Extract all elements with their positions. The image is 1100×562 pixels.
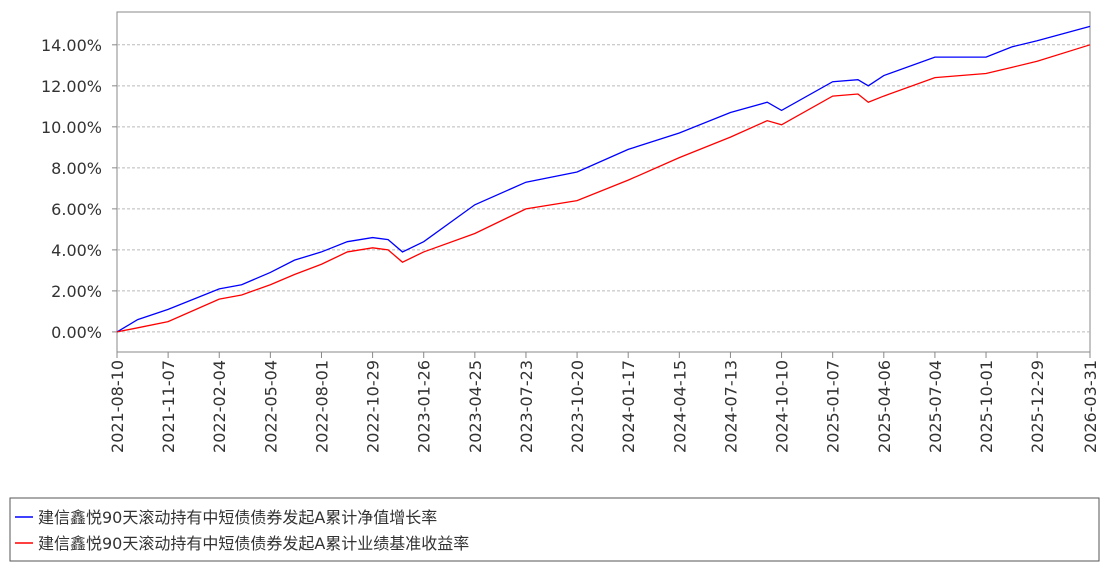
x-tick-label: 2022-05-04 — [261, 360, 280, 453]
x-tick-label: 2024-01-17 — [619, 360, 638, 453]
x-tick-label: 2021-11-07 — [159, 360, 178, 453]
x-tick-label: 2024-04-15 — [670, 360, 689, 453]
x-tick-label: 2024-07-13 — [721, 360, 740, 453]
x-tick-label: 2024-10-10 — [773, 360, 792, 453]
x-tick-label: 2022-10-29 — [364, 360, 383, 453]
x-tick-label: 2025-07-04 — [926, 360, 945, 453]
line — [116, 25, 1091, 333]
x-tick-label: 2025-12-29 — [1028, 360, 1047, 453]
x-tick-label: 2023-01-26 — [415, 360, 434, 453]
x-tick-label: 2021-08-10 — [108, 360, 127, 453]
x-tick-label: 2026-03-31 — [1081, 360, 1100, 453]
x-tick-label: 2022-08-01 — [312, 360, 331, 453]
y-tick-label: 12.00% — [41, 77, 102, 96]
x-tick-label: 2023-04-25 — [466, 360, 485, 453]
line — [116, 44, 1091, 333]
y-tick-label: 4.00% — [51, 241, 102, 260]
y-tick-label: 2.00% — [51, 282, 102, 301]
x-tick-label: 2025-01-07 — [824, 360, 843, 453]
y-tick-label: 0.00% — [51, 323, 102, 342]
y-tick-label: 14.00% — [41, 36, 102, 55]
x-tick-label: 2022-02-04 — [210, 360, 229, 453]
x-tick-label: 2025-04-06 — [875, 360, 894, 453]
legend-label: 建信鑫悦90天滚动持有中短债债券发起A累计业绩基准收益率 — [38, 534, 469, 553]
y-tick-label: 8.00% — [51, 159, 102, 178]
x-tick-label: 2023-07-23 — [517, 360, 536, 453]
x-tick-label: 2025-10-01 — [977, 360, 996, 453]
y-tick-label: 6.00% — [51, 200, 102, 219]
plot-frame — [116, 11, 1091, 353]
legend-label: 建信鑫悦90天滚动持有中短债债券发起A累计净值增长率 — [38, 508, 437, 527]
y-tick-label: 10.00% — [41, 118, 102, 137]
legend-box — [9, 497, 1100, 562]
x-tick-label: 2023-10-20 — [568, 360, 587, 453]
